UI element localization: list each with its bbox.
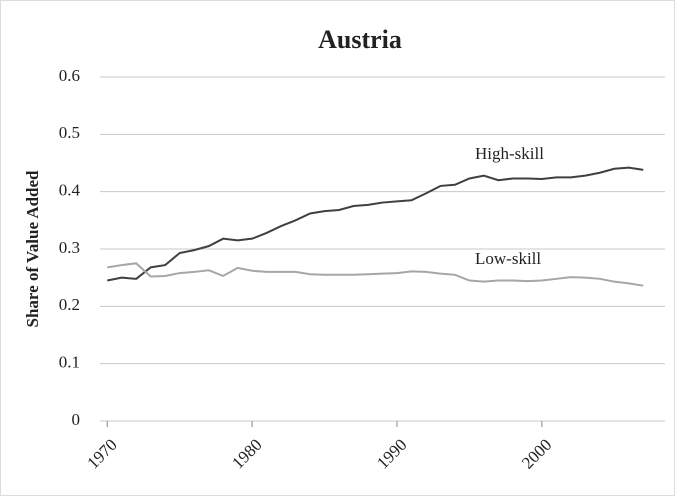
line-series (107, 262, 644, 287)
series-label: Low-skill (475, 249, 541, 268)
chart-title: Austria (318, 25, 402, 54)
y-tick-label: 0 (72, 410, 81, 429)
y-tick-label: 0.6 (59, 66, 80, 85)
y-tick-label: 0.1 (59, 353, 80, 372)
y-tick-label: 0.4 (59, 181, 81, 200)
line-series (107, 166, 644, 282)
y-tick-label: 0.3 (59, 238, 80, 257)
y-axis-label: Share of Value Added (23, 170, 42, 328)
y-tick-label: 0.2 (59, 295, 80, 314)
series-label: High-skill (475, 144, 544, 163)
y-tick-label: 0.5 (59, 123, 80, 142)
